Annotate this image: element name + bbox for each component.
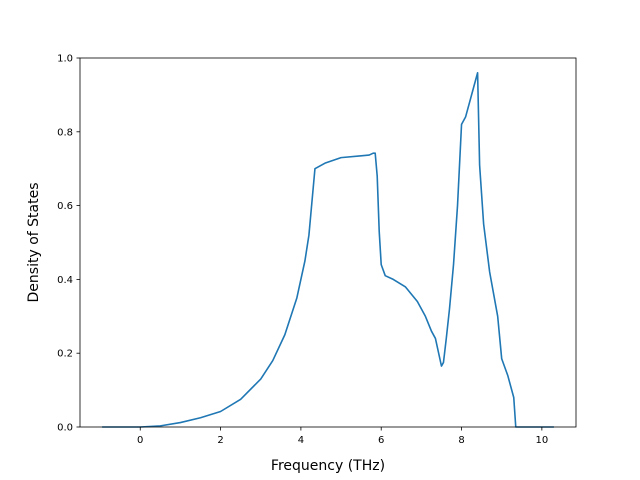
x-tick-label: 4	[298, 435, 304, 446]
y-tick-label: 0.6	[57, 201, 73, 212]
x-axis-ticks: 0 2 4 6 8 10	[137, 427, 548, 446]
y-axis-label: Density of States	[26, 183, 42, 303]
x-tick-label: 6	[378, 435, 384, 446]
plot-background	[80, 58, 576, 427]
series-line-0	[102, 71, 554, 428]
series-layer	[102, 71, 554, 428]
y-axis-ticks: 0.0 0.2 0.4 0.6 0.8 1.0	[57, 54, 80, 434]
y-tick-label: 0.2	[57, 349, 73, 360]
plot-frame	[79, 57, 577, 428]
x-tick-label: 10	[535, 435, 548, 446]
y-tick-label: 0.0	[57, 423, 73, 434]
y-tick-label: 0.4	[57, 275, 73, 286]
x-tick-label: 2	[217, 435, 223, 446]
y-tick-label: 1.0	[57, 54, 73, 65]
x-axis-label: Frequency (THz)	[271, 458, 385, 474]
x-tick-label: 0	[137, 435, 143, 446]
x-tick-label: 8	[458, 435, 464, 446]
y-tick-label: 0.8	[57, 127, 73, 138]
